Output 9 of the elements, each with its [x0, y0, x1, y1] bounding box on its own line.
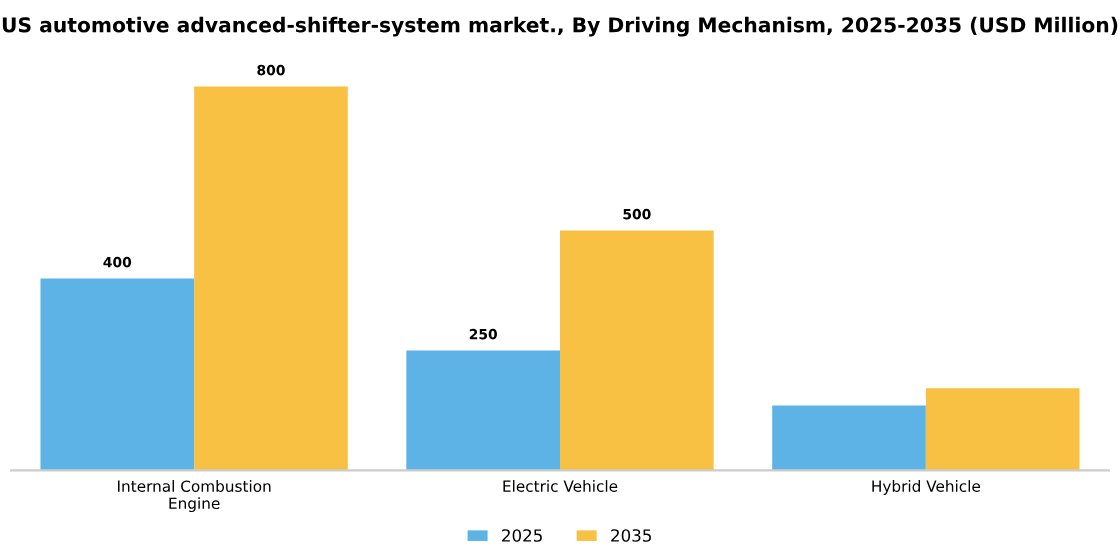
- bar: [406, 350, 560, 471]
- bar: [194, 86, 348, 471]
- bar: [40, 278, 195, 471]
- bar: [772, 405, 926, 471]
- bar: [560, 230, 714, 471]
- bar: [925, 388, 1080, 471]
- legend-label: 2025: [502, 529, 542, 542]
- legend-label: 2035: [611, 529, 651, 542]
- chart-title: US automotive advanced-shifter-system market., By Driving Mechanism, 2025-2035 (USD Million): [2, 16, 1118, 37]
